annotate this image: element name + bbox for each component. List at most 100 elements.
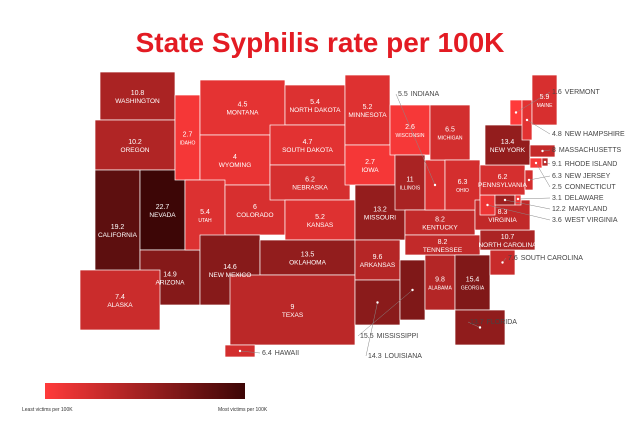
state-value: 6.5 [445, 127, 455, 134]
state-name: ARKANSAS [360, 262, 396, 269]
state-label: 14.3 LOUISIANA [368, 353, 422, 360]
leader-line [526, 119, 551, 135]
state-value: 15.5 [360, 333, 374, 340]
state-value: 5.4 [310, 99, 320, 106]
state-value: 6.3 [552, 173, 562, 180]
leader-dot [527, 178, 531, 182]
state-value: 6.3 [458, 179, 468, 186]
leader-dot [376, 301, 379, 304]
state-shape [444, 159, 481, 211]
state-label: 3.1 DELAWARE [552, 195, 604, 202]
state-value: 14.6 [223, 264, 237, 271]
state-label: 9.1 RHODE ISLAND [552, 161, 617, 168]
leader-dot [516, 197, 520, 201]
state-name: SOUTH DAKOTA [282, 147, 333, 154]
state-shape [354, 239, 401, 281]
state-value: 1.6 [552, 89, 562, 96]
state-label: 6.2 NEBRASKA [292, 177, 328, 192]
state-name: WASHINGTON [115, 98, 160, 105]
state-value: 5.2 [363, 104, 373, 111]
state-label: 13.4 NEW YORK [490, 139, 526, 154]
state-shape [79, 269, 161, 331]
state-value: 10.8 [131, 90, 145, 97]
leader-line [542, 149, 551, 152]
state-name: TENNESSEE [423, 247, 463, 254]
state-name: HAWAII [275, 350, 299, 357]
state-name: RHODE ISLAND [565, 161, 618, 168]
leader-line [515, 91, 551, 113]
state-value: 6.4 [262, 350, 272, 357]
state-value: 4 [233, 154, 237, 161]
state-label: 4.8 NEW HAMPSHIRE [552, 131, 625, 138]
state-name: MINNESOTA [348, 112, 387, 119]
state-name: VERMONT [565, 89, 601, 96]
state-label: 15.5 MISSISSIPPI [360, 333, 418, 340]
state-name: NEBRASKA [292, 185, 328, 192]
state-name: NORTH CAROLINA [478, 242, 537, 249]
state-name: WYOMING [219, 162, 252, 169]
state-value: 22.7 [156, 204, 170, 211]
state-label: 4 WYOMING [219, 154, 252, 169]
state-value: 5.4 [200, 209, 210, 216]
state-label: 13.2 MISSOURI [364, 207, 396, 222]
state-value: 11 [406, 177, 413, 184]
state-label: 4.5 MONTANA [226, 102, 259, 117]
state-value: 2.7 [183, 132, 193, 139]
state-shape [344, 144, 396, 186]
state-label: 5.2 MINNESOTA [348, 104, 387, 119]
state-name: OREGON [121, 147, 150, 154]
state-labels: 10.8 WASHINGTON 10.2 OREGON 19.2 CALIFORNIA 22… [98, 89, 625, 360]
state-name: CONNECTICUT [565, 184, 617, 191]
state-value: 2.7 [365, 159, 375, 166]
state-label: 2.7 IDAHO [180, 132, 196, 147]
leader-line [395, 93, 436, 186]
state-shape [99, 71, 176, 121]
state-name: OKLAHOMA [289, 260, 327, 267]
state-shape [94, 119, 176, 171]
state-value: 8.3 [498, 209, 508, 216]
state-value: 10.2 [128, 139, 142, 146]
state-label: 8 MASSACHUSETTS [552, 147, 621, 154]
state-name: KANSAS [307, 222, 334, 229]
state-label: 11 ILLINOIS [400, 177, 421, 192]
state-value: 6.2 [498, 174, 508, 181]
state-label: 5.5 INDIANA [398, 91, 439, 98]
state-value: 8 [552, 147, 556, 154]
state-name: TEXAS [282, 312, 304, 319]
state-label: 9.8 ALABAMA [428, 277, 452, 292]
state-shape [531, 74, 558, 126]
state-value: 10.7 [501, 234, 515, 241]
state-label: 7.6 SOUTH CAROLINA [508, 255, 583, 262]
state-value: 13.4 [501, 139, 515, 146]
state-value: 9.1 [552, 161, 562, 168]
state-label: 2.7 IOWA [361, 159, 379, 174]
leader-line [357, 289, 413, 337]
state-shape [284, 84, 346, 126]
state-label: 9 TEXAS [282, 304, 304, 319]
state-value: 6.2 [305, 177, 315, 184]
state-name: ARIZONA [156, 280, 186, 287]
state-label: 8.2 TENNESSEE [423, 239, 463, 254]
state-value: 3.6 [552, 217, 562, 224]
state-value: 5.5 [398, 91, 408, 98]
state-label: 13.5 OKLAHOMA [289, 252, 327, 267]
state-name: PENNSYLVANIA [478, 182, 528, 189]
state-name: ALABAMA [428, 286, 452, 292]
leader-line [535, 162, 551, 188]
states [79, 71, 558, 358]
leader-dot [411, 288, 414, 292]
leader-dot [503, 198, 507, 202]
state-name: MISSOURI [364, 215, 396, 222]
state-value: 14.3 [368, 353, 382, 360]
state-value: 4.7 [303, 139, 313, 146]
state-label: 10.7 NORTH CAROLINA [478, 234, 537, 249]
state-name: INDIANA [411, 91, 440, 98]
state-value: 3.1 [552, 195, 562, 202]
state-label: 6.4 HAWAII [262, 350, 299, 357]
legend-scale [45, 383, 245, 399]
leader-dot [238, 349, 242, 353]
state-shape [174, 94, 201, 181]
state-name: NEW YORK [490, 147, 526, 154]
state-name: OHIO [456, 188, 469, 194]
leader-line [487, 204, 551, 221]
